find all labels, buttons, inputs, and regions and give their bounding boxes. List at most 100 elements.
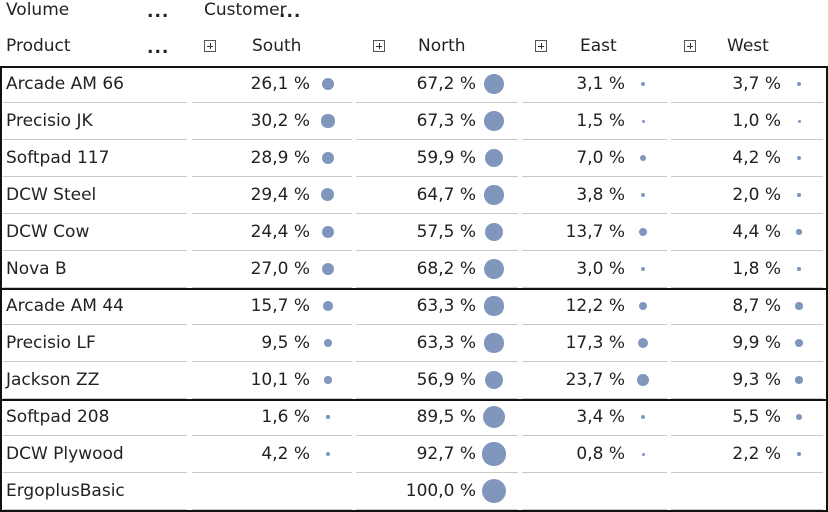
percent-value: 0,8 %: [576, 444, 625, 464]
value-cell-east[interactable]: 23,7 %: [522, 362, 667, 399]
value-cell-west[interactable]: 3,7 %: [671, 66, 823, 103]
value-cell-east[interactable]: 3,4 %: [522, 399, 667, 436]
table-row[interactable]: Arcade AM 44 15,7 % 63,3 % 12,2 % 8,7 %: [0, 288, 828, 325]
cell-divider: [522, 398, 667, 399]
table-row[interactable]: Nova B 27,0 % 68,2 % 3,0 % 1,8 %: [0, 251, 828, 288]
value-cell-north[interactable]: 57,5 %: [356, 214, 518, 251]
share-bubble: [482, 479, 506, 503]
table-row[interactable]: Jackson ZZ 10,1 % 56,9 % 23,7 % 9,3 %: [0, 362, 828, 399]
cell-divider: [522, 324, 667, 325]
table-row[interactable]: DCW Plywood 4,2 % 92,7 % 0,8 % 2,2 %: [0, 436, 828, 473]
product-name[interactable]: Arcade AM 44: [6, 296, 124, 316]
cell-divider: [671, 139, 823, 140]
column-header-west[interactable]: West: [727, 36, 769, 56]
table-row[interactable]: DCW Cow 24,4 % 57,5 % 13,7 % 4,4 %: [0, 214, 828, 251]
share-bubble: [641, 119, 645, 123]
value-cell-east[interactable]: 17,3 %: [522, 325, 667, 362]
value-cell-north[interactable]: 67,3 %: [356, 103, 518, 140]
value-cell-south[interactable]: 26,1 %: [192, 66, 352, 103]
value-cell-west[interactable]: 1,8 %: [671, 251, 823, 288]
column-header-north[interactable]: North: [418, 36, 466, 56]
value-cell-south[interactable]: 10,1 %: [192, 362, 352, 399]
table-row[interactable]: Softpad 208 1,6 % 89,5 % 3,4 % 5,5 %: [0, 399, 828, 436]
row-divider: [3, 361, 187, 362]
product-name[interactable]: ErgoplusBasic: [6, 481, 125, 501]
product-name[interactable]: Softpad 117: [6, 148, 110, 168]
percent-value: 63,3 %: [416, 333, 476, 353]
table-row[interactable]: Softpad 117 28,9 % 59,9 % 7,0 % 4,2 %: [0, 140, 828, 177]
percent-value: 64,7 %: [416, 185, 476, 205]
row-divider: [3, 213, 187, 214]
value-cell-east[interactable]: 0,8 %: [522, 436, 667, 473]
value-cell-west[interactable]: 4,2 %: [671, 140, 823, 177]
customer-more-button[interactable]: ...: [279, 2, 302, 22]
product-more-button[interactable]: ...: [147, 38, 170, 58]
cell-divider: [356, 213, 518, 214]
value-cell-east[interactable]: 3,8 %: [522, 177, 667, 214]
value-cell-north[interactable]: 67,2 %: [356, 66, 518, 103]
value-cell-south[interactable]: 24,4 %: [192, 214, 352, 251]
value-cell-east[interactable]: 3,1 %: [522, 66, 667, 103]
value-cell-north[interactable]: 59,9 %: [356, 140, 518, 177]
value-cell-south[interactable]: 27,0 %: [192, 251, 352, 288]
table-row[interactable]: Precisio LF 9,5 % 63,3 % 17,3 % 9,9 %: [0, 325, 828, 362]
product-name[interactable]: DCW Cow: [6, 222, 90, 242]
share-bubble: [484, 259, 504, 279]
value-cell-west[interactable]: 2,2 %: [671, 436, 823, 473]
value-cell-north[interactable]: 63,3 %: [356, 325, 518, 362]
value-cell-south[interactable]: 1,6 %: [192, 399, 352, 436]
value-cell-south[interactable]: 4,2 %: [192, 436, 352, 473]
expand-east-icon[interactable]: [535, 40, 547, 52]
value-cell-north[interactable]: 63,3 %: [356, 288, 518, 325]
value-cell-south[interactable]: 28,9 %: [192, 140, 352, 177]
value-cell-west[interactable]: 9,9 %: [671, 325, 823, 362]
value-cell-south[interactable]: 15,7 %: [192, 288, 352, 325]
product-name[interactable]: Softpad 208: [6, 407, 110, 427]
product-name[interactable]: Nova B: [6, 259, 67, 279]
column-header-east[interactable]: East: [580, 36, 617, 56]
value-cell-north[interactable]: 89,5 %: [356, 399, 518, 436]
table-row[interactable]: DCW Steel 29,4 % 64,7 % 3,8 % 2,0 %: [0, 177, 828, 214]
customer-label: Customer: [204, 0, 287, 20]
value-cell-west[interactable]: 8,7 %: [671, 288, 823, 325]
cell-divider: [192, 250, 352, 251]
value-cell-south[interactable]: 9,5 %: [192, 325, 352, 362]
table-row[interactable]: Precisio JK 30,2 % 67,3 % 1,5 % 1,0 %: [0, 103, 828, 140]
value-cell-east[interactable]: 12,2 %: [522, 288, 667, 325]
product-name[interactable]: Jackson ZZ: [6, 370, 100, 390]
expand-south-icon[interactable]: [204, 40, 216, 52]
table-row[interactable]: Arcade AM 66 26,1 % 67,2 % 3,1 % 3,7 %: [0, 66, 828, 103]
value-cell-south[interactable]: 29,4 %: [192, 177, 352, 214]
table-row[interactable]: ErgoplusBasic 100,0 %: [0, 473, 828, 510]
value-cell-west[interactable]: 5,5 %: [671, 399, 823, 436]
value-cell-west[interactable]: 9,3 %: [671, 362, 823, 399]
cell-divider: [671, 435, 823, 436]
product-name[interactable]: Precisio LF: [6, 333, 96, 353]
product-name[interactable]: Precisio JK: [6, 111, 93, 131]
value-cell-north[interactable]: 68,2 %: [356, 251, 518, 288]
value-cell-north[interactable]: 100,0 %: [356, 473, 518, 510]
product-name[interactable]: DCW Steel: [6, 185, 97, 205]
value-cell-east[interactable]: 13,7 %: [522, 214, 667, 251]
value-cell-east[interactable]: [522, 473, 667, 510]
expand-north-icon[interactable]: [373, 40, 385, 52]
value-cell-east[interactable]: 3,0 %: [522, 251, 667, 288]
value-cell-east[interactable]: 7,0 %: [522, 140, 667, 177]
column-header-south[interactable]: South: [252, 36, 302, 56]
value-cell-west[interactable]: [671, 473, 823, 510]
value-cell-west[interactable]: 1,0 %: [671, 103, 823, 140]
cell-divider: [356, 102, 518, 103]
value-cell-south[interactable]: [192, 473, 352, 510]
value-cell-east[interactable]: 1,5 %: [522, 103, 667, 140]
product-name[interactable]: DCW Plywood: [6, 444, 124, 464]
percent-value: 15,7 %: [250, 296, 310, 316]
value-cell-west[interactable]: 4,4 %: [671, 214, 823, 251]
value-cell-south[interactable]: 30,2 %: [192, 103, 352, 140]
value-cell-west[interactable]: 2,0 %: [671, 177, 823, 214]
product-name[interactable]: Arcade AM 66: [6, 74, 124, 94]
value-cell-north[interactable]: 56,9 %: [356, 362, 518, 399]
value-cell-north[interactable]: 64,7 %: [356, 177, 518, 214]
expand-west-icon[interactable]: [684, 40, 696, 52]
volume-more-button[interactable]: ...: [147, 2, 170, 22]
value-cell-north[interactable]: 92,7 %: [356, 436, 518, 473]
